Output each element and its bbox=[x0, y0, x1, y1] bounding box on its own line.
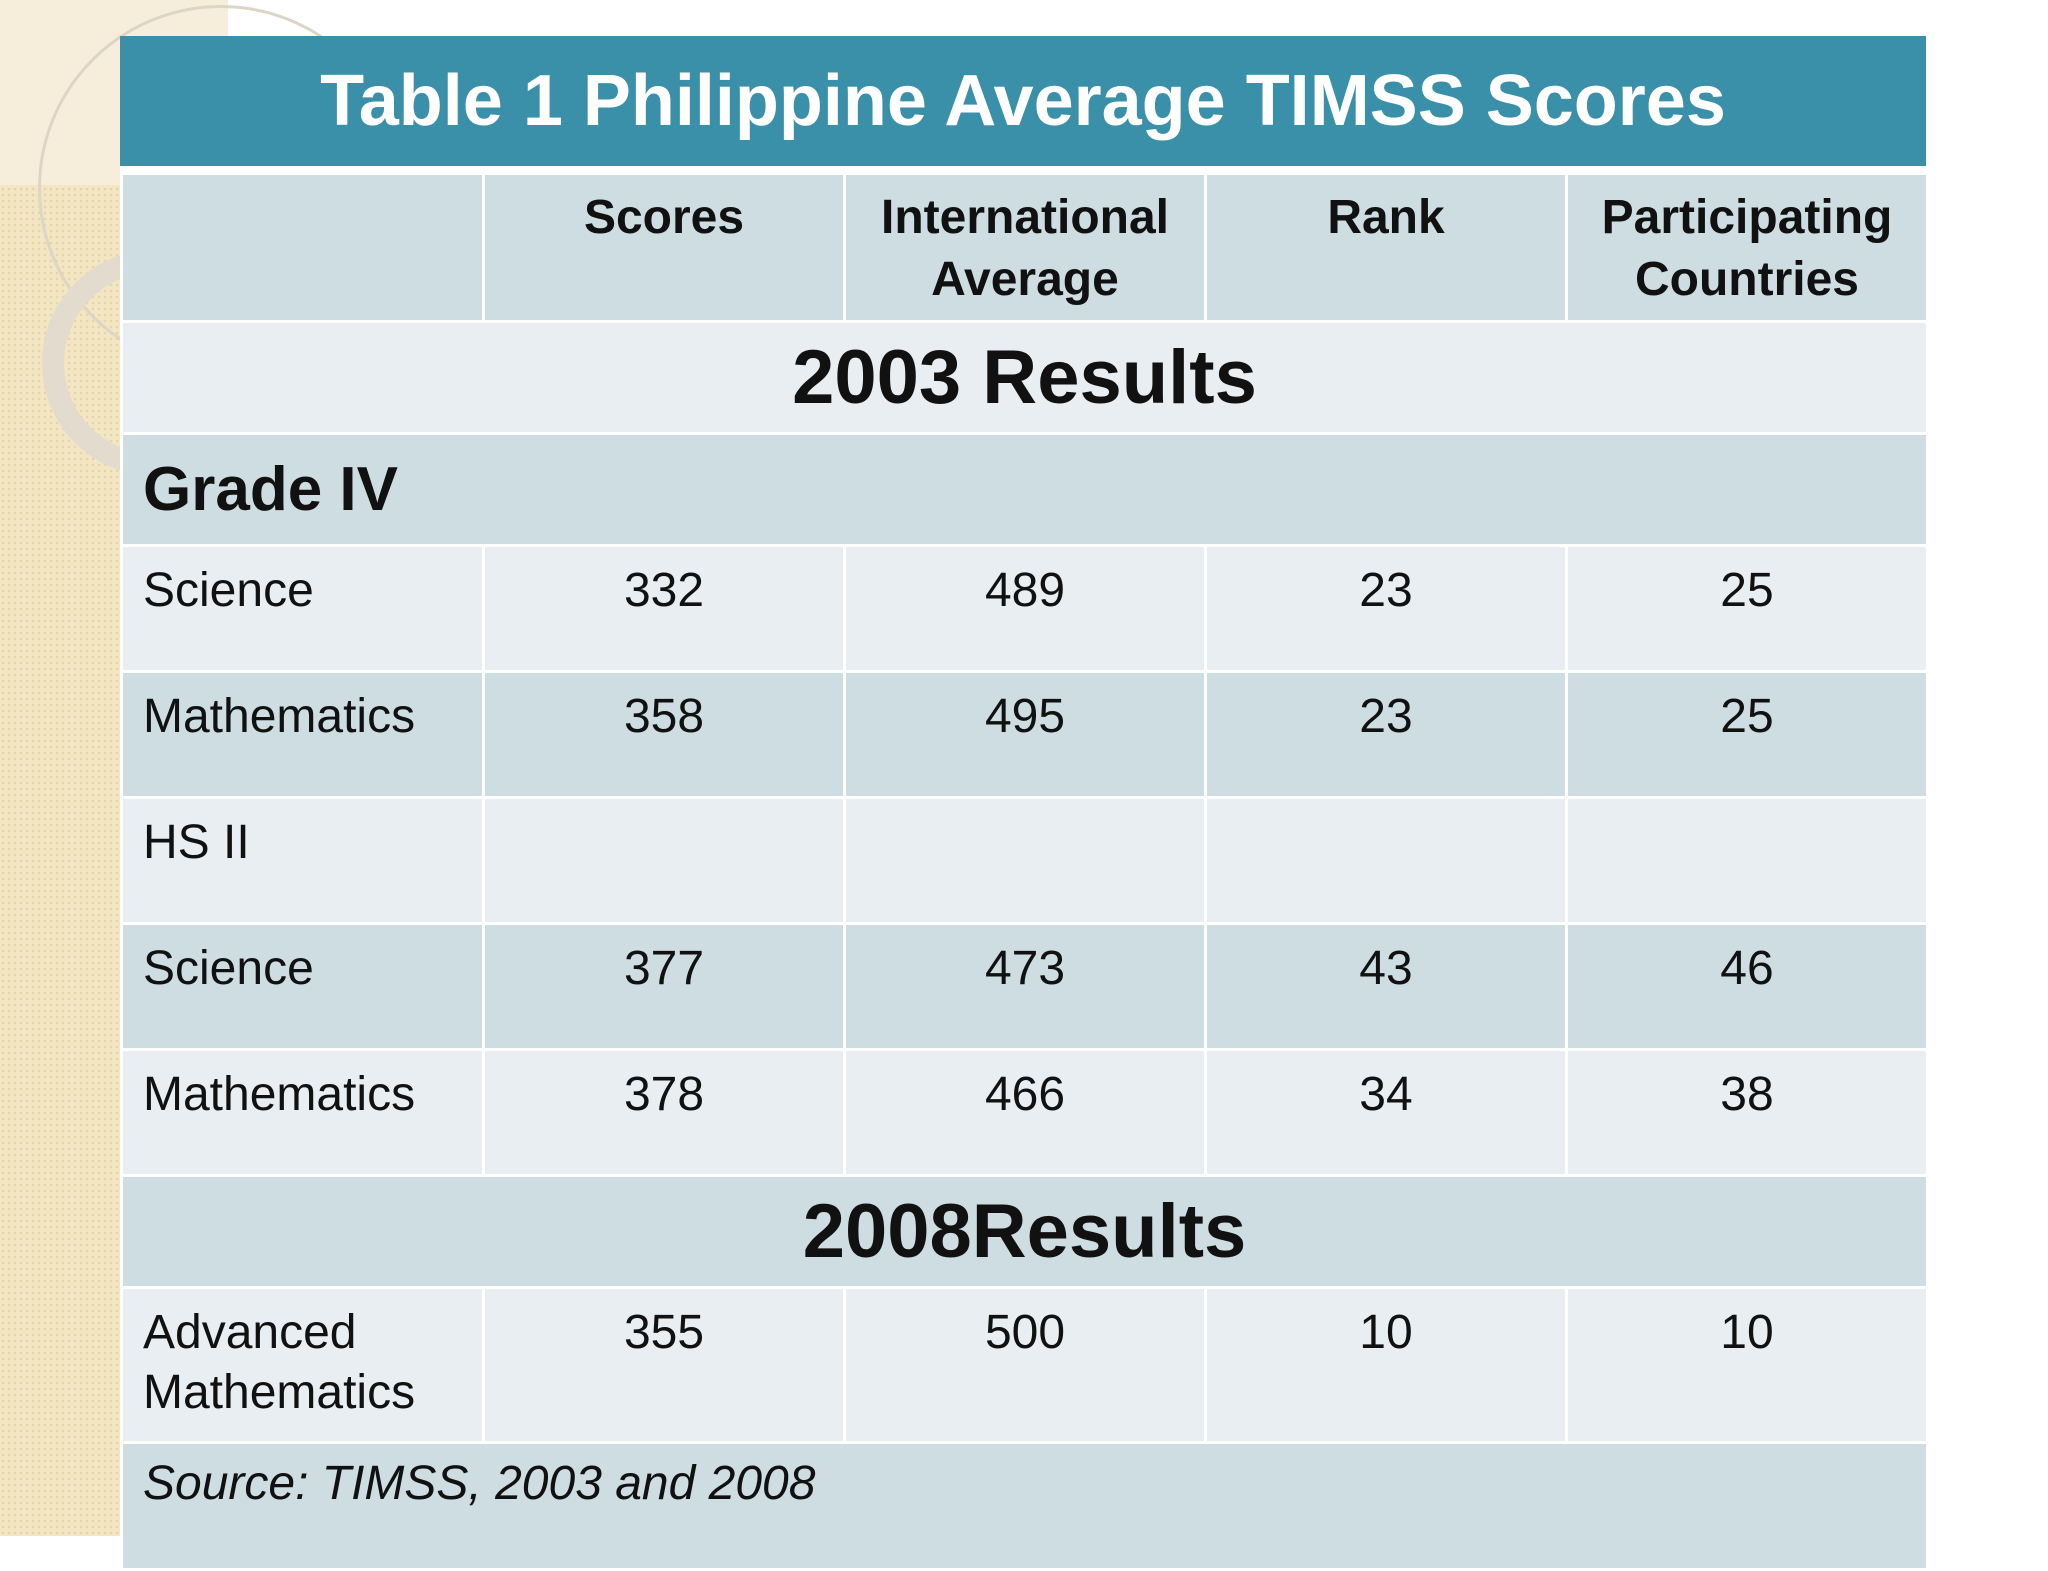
section-title-2008: 2008Results bbox=[120, 1174, 1929, 1289]
table-row: HS II bbox=[120, 796, 1929, 925]
table-title: Table 1 Philippine Average TIMSS Scores bbox=[120, 36, 1926, 172]
header-rank: Rank bbox=[1204, 172, 1568, 323]
table-row: Advanced Mathematics 355 500 10 10 bbox=[120, 1286, 1929, 1444]
row-label: Mathematics bbox=[120, 670, 485, 799]
cell-rank: 23 bbox=[1204, 670, 1568, 799]
cell-participating-countries: 25 bbox=[1565, 544, 1929, 673]
cell-scores bbox=[482, 796, 846, 925]
cell-scores: 332 bbox=[482, 544, 846, 673]
section-row-2008: 2008Results bbox=[120, 1174, 1929, 1289]
cell-participating-countries: 25 bbox=[1565, 670, 1929, 799]
cell-rank: 43 bbox=[1204, 922, 1568, 1051]
cell-scores: 355 bbox=[482, 1286, 846, 1444]
cell-participating-countries: 10 bbox=[1565, 1286, 1929, 1444]
table-row: Mathematics 358 495 23 25 bbox=[120, 670, 1929, 799]
row-label: Science bbox=[120, 922, 485, 1051]
cell-rank: 10 bbox=[1204, 1286, 1568, 1444]
section-row-2003: 2003 Results bbox=[120, 320, 1929, 435]
scores-table: Scores International Average Rank Partic… bbox=[120, 172, 1929, 1571]
row-label: Mathematics bbox=[120, 1048, 485, 1177]
cell-rank: 23 bbox=[1204, 544, 1568, 673]
cell-participating-countries bbox=[1565, 796, 1929, 925]
header-row: Scores International Average Rank Partic… bbox=[120, 172, 1929, 323]
header-participating-countries: Participating Countries bbox=[1565, 172, 1929, 323]
header-empty bbox=[120, 172, 485, 323]
group-title-grade4: Grade IV bbox=[120, 432, 1929, 547]
cell-rank bbox=[1204, 796, 1568, 925]
cell-international-average: 466 bbox=[843, 1048, 1207, 1177]
source-row: Source: TIMSS, 2003 and 2008 bbox=[120, 1441, 1929, 1571]
table-row: Science 332 489 23 25 bbox=[120, 544, 1929, 673]
cell-international-average: 500 bbox=[843, 1286, 1207, 1444]
row-label: Advanced Mathematics bbox=[120, 1286, 485, 1444]
source-note: Source: TIMSS, 2003 and 2008 bbox=[120, 1441, 1929, 1571]
section-title-2003: 2003 Results bbox=[120, 320, 1929, 435]
cell-international-average: 495 bbox=[843, 670, 1207, 799]
group-row-grade4: Grade IV bbox=[120, 432, 1929, 547]
cell-scores: 378 bbox=[482, 1048, 846, 1177]
cell-rank: 34 bbox=[1204, 1048, 1568, 1177]
cell-international-average: 489 bbox=[843, 544, 1207, 673]
table-row: Mathematics 378 466 34 38 bbox=[120, 1048, 1929, 1177]
row-label: Science bbox=[120, 544, 485, 673]
cell-international-average: 473 bbox=[843, 922, 1207, 1051]
table-row: Science 377 473 43 46 bbox=[120, 922, 1929, 1051]
header-international-average: International Average bbox=[843, 172, 1207, 323]
scores-table-container: Table 1 Philippine Average TIMSS Scores … bbox=[120, 36, 1929, 1571]
header-scores: Scores bbox=[482, 172, 846, 323]
cell-participating-countries: 46 bbox=[1565, 922, 1929, 1051]
cell-participating-countries: 38 bbox=[1565, 1048, 1929, 1177]
cell-international-average bbox=[843, 796, 1207, 925]
cell-scores: 377 bbox=[482, 922, 846, 1051]
row-label: HS II bbox=[120, 796, 485, 925]
cell-scores: 358 bbox=[482, 670, 846, 799]
